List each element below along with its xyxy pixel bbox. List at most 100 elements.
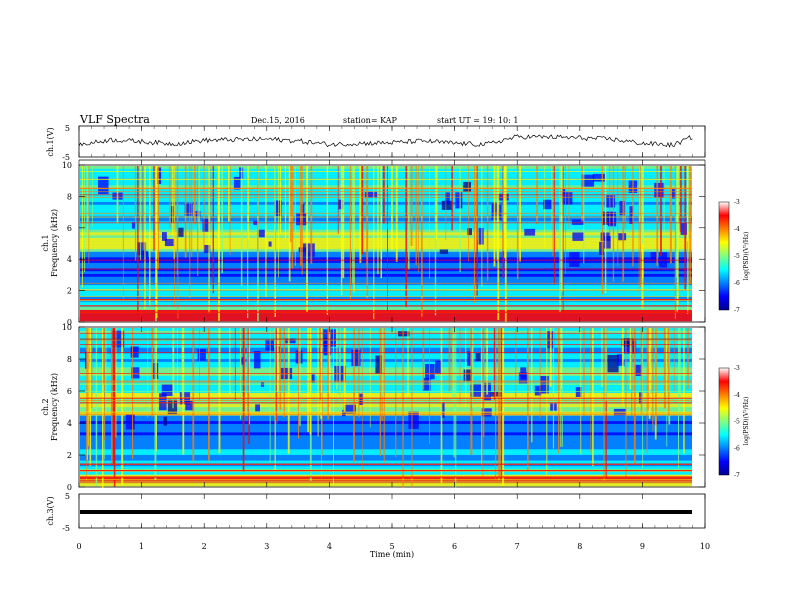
spectrogram-streak (197, 166, 199, 276)
spectrogram-band (80, 182, 692, 186)
spectrogram-streak (86, 328, 87, 483)
spectrogram-patch (672, 188, 677, 199)
spectrogram-band (80, 293, 692, 297)
spectrogram-streak (218, 328, 221, 454)
spectrogram-patch (203, 245, 211, 253)
spectrogram-streak (515, 328, 517, 398)
spectrogram-band (80, 213, 692, 217)
spectrogram-streak (581, 166, 583, 222)
spectrogram-streak (147, 328, 149, 418)
frequency-tick-label: 6 (67, 224, 72, 233)
spectrogram-streak (289, 166, 292, 243)
spectrogram-streak (95, 328, 98, 487)
spectrogram-band (80, 328, 692, 332)
spectrogram-streak (558, 328, 560, 454)
spectrogram-band (80, 235, 692, 239)
spectrogram-band (80, 201, 692, 206)
spectrogram-streak (544, 166, 546, 249)
spectrogram-streak (337, 166, 339, 234)
frequency-tick-label: 0 (67, 483, 72, 492)
spectrogram-band (80, 392, 692, 397)
spectrogram-streak (300, 166, 302, 266)
spectrogram-streak (269, 328, 271, 463)
spectrogram-patch (98, 176, 109, 195)
spectrogram-streak (122, 166, 124, 299)
spectrogram-streak (468, 166, 469, 262)
spectrogram-patch (202, 219, 209, 232)
spectrogram-streak (143, 166, 144, 250)
spectrogram-patch (398, 331, 410, 337)
spectrogram-line (80, 332, 692, 334)
spectrogram-band (80, 249, 692, 253)
spectrogram-streak (504, 166, 507, 322)
spectrogram-streak (590, 328, 592, 453)
spectrogram-streak (191, 166, 193, 257)
spectrogram-streak (562, 166, 564, 317)
spectrogram-streak (561, 328, 562, 389)
spectrogram-streak (669, 166, 672, 264)
ch2-frequency-ticks: 0 2 4 6 8 10 (62, 323, 705, 492)
spectrogram-band (80, 240, 692, 244)
spectrogram-streak (617, 166, 619, 267)
spectrogram-band (80, 336, 692, 340)
ch2-ylabel-line1: ch.2 (41, 398, 50, 415)
spectrogram-streak (482, 328, 484, 477)
ch3-waveform-line (80, 510, 692, 514)
spectrogram-band (80, 226, 692, 230)
spectrogram-band (80, 339, 692, 343)
spectrogram-streak (407, 166, 410, 270)
spectrogram-band (80, 296, 692, 300)
spectrogram-streak (353, 166, 355, 293)
spectrogram-streak (352, 166, 354, 285)
spectrogram-band (80, 432, 692, 436)
spectrogram-band (80, 333, 692, 337)
spectrogram-band (80, 265, 692, 269)
spectrogram-streak (383, 328, 385, 463)
spectrogram-patch (359, 393, 364, 405)
spectrogram-streak (132, 328, 134, 459)
time-tick-label: 6 (452, 542, 457, 551)
colorbar-tick-label: -3 (734, 365, 740, 372)
spectrogram-streak (638, 166, 640, 294)
spectrogram-streak (137, 166, 139, 317)
spectrogram-streak (218, 166, 220, 321)
spectrogram-streak (247, 166, 249, 319)
spectrogram-band (80, 449, 692, 453)
colorbar-tick-label: -5 (734, 419, 740, 426)
spectrogram-band (80, 421, 692, 425)
spectrogram-band (80, 307, 692, 311)
spectrogram-patch (617, 354, 623, 361)
spectrogram-streak (242, 328, 245, 472)
spectrogram-patch (255, 404, 260, 412)
spectrogram-patch (569, 252, 580, 267)
spectrogram-streak (177, 166, 179, 319)
spectrogram-streak (381, 328, 384, 397)
spectrogram-band (80, 166, 692, 170)
spectrogram-streak (208, 328, 210, 461)
spectrogram-streak (493, 328, 496, 400)
spectrogram-line (80, 397, 692, 399)
spectrogram-streak (154, 328, 157, 480)
spectrogram-band (80, 168, 692, 172)
spectrogram-streak (493, 166, 496, 267)
spectrogram-band (80, 207, 692, 211)
time-tick-label: 7 (515, 542, 520, 551)
spectrogram-patch (285, 338, 296, 344)
spectrogram-band (80, 480, 692, 484)
spectrogram-band (80, 279, 692, 283)
spectrogram-streak (173, 166, 175, 259)
spectrogram-patch (680, 222, 688, 235)
spectrogram-line (80, 344, 692, 345)
ch2-ylabel-line2: Frequency (kHz) (50, 373, 59, 441)
spectrogram-streak (455, 328, 457, 488)
spectrogram-streak (377, 166, 379, 275)
spectrogram-streak (440, 328, 443, 483)
spectrogram-line (80, 179, 692, 180)
spectrogram-streak (402, 328, 404, 488)
spectrogram-streak (380, 166, 382, 279)
spectrogram-streak (655, 328, 657, 426)
spectrogram-streak (156, 166, 158, 319)
spectrogram-streak (633, 328, 636, 465)
spectrogram-streak (299, 328, 301, 426)
spectrogram-streak (279, 166, 281, 234)
